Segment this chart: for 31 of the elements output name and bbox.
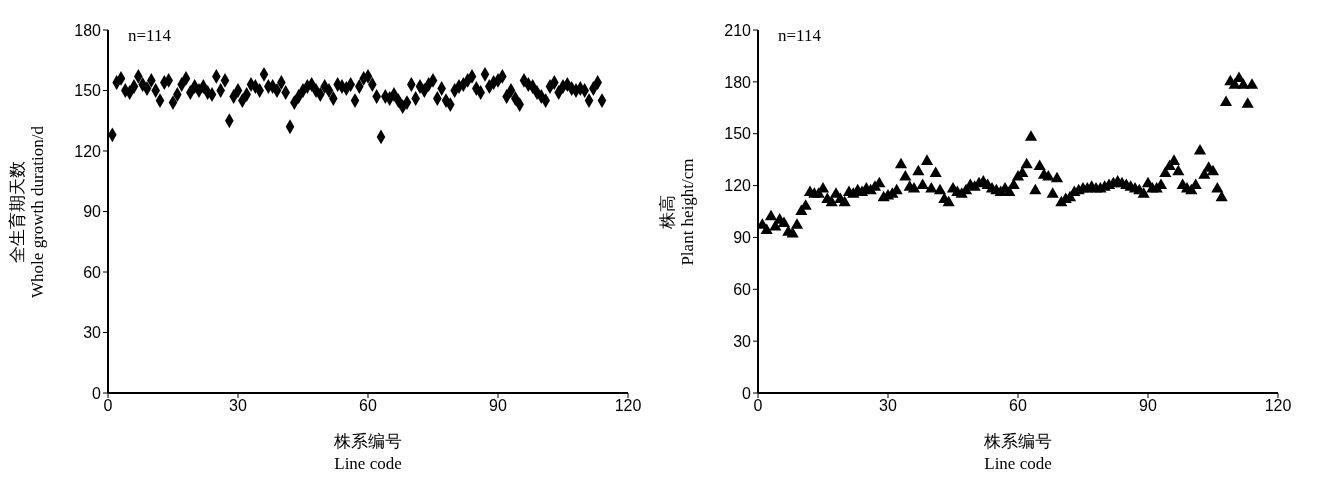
y-tick-label: 150 (74, 82, 102, 100)
x-tick-label: 120 (1264, 397, 1292, 415)
y-tick-label: 180 (724, 73, 752, 91)
x-axis-title: 株系编号 Line code (333, 431, 403, 475)
x-tick-label: 60 (359, 397, 377, 415)
x-tick-label: 30 (879, 397, 897, 415)
x-tick-label: 0 (103, 397, 113, 415)
y-tick-label: 30 (733, 332, 752, 350)
y-tick-label: 30 (83, 324, 102, 342)
y-axis-title: 株高 Plant height/cm (658, 157, 698, 266)
x-tick-label: 90 (489, 397, 507, 415)
y-tick-label: 150 (724, 125, 752, 143)
x-axis-title: 株系编号 Line code (983, 431, 1053, 475)
y-tick-label: 210 (724, 21, 752, 39)
y-tick-label: 0 (742, 384, 752, 402)
y-tick-label: 180 (74, 21, 102, 39)
x-tick-label: 60 (1009, 397, 1027, 415)
y-tick-label: 90 (83, 203, 102, 221)
x-tick-label: 90 (1139, 397, 1157, 415)
annotation: n=114 (778, 26, 821, 46)
x-tick-label: 120 (614, 397, 642, 415)
x-tick-label: 30 (229, 397, 247, 415)
y-axis-title: 全生育期天数 Whole growth duration/d (8, 125, 48, 298)
y-tick-label: 120 (724, 177, 752, 195)
x-tick-label: 0 (753, 397, 763, 415)
y-tick-label: 60 (733, 280, 752, 298)
y-tick-label: 90 (733, 229, 752, 247)
y-tick-label: 60 (83, 263, 102, 281)
annotation: n=114 (128, 26, 171, 46)
y-tick-label: 120 (74, 142, 102, 160)
y-tick-label: 0 (92, 384, 102, 402)
